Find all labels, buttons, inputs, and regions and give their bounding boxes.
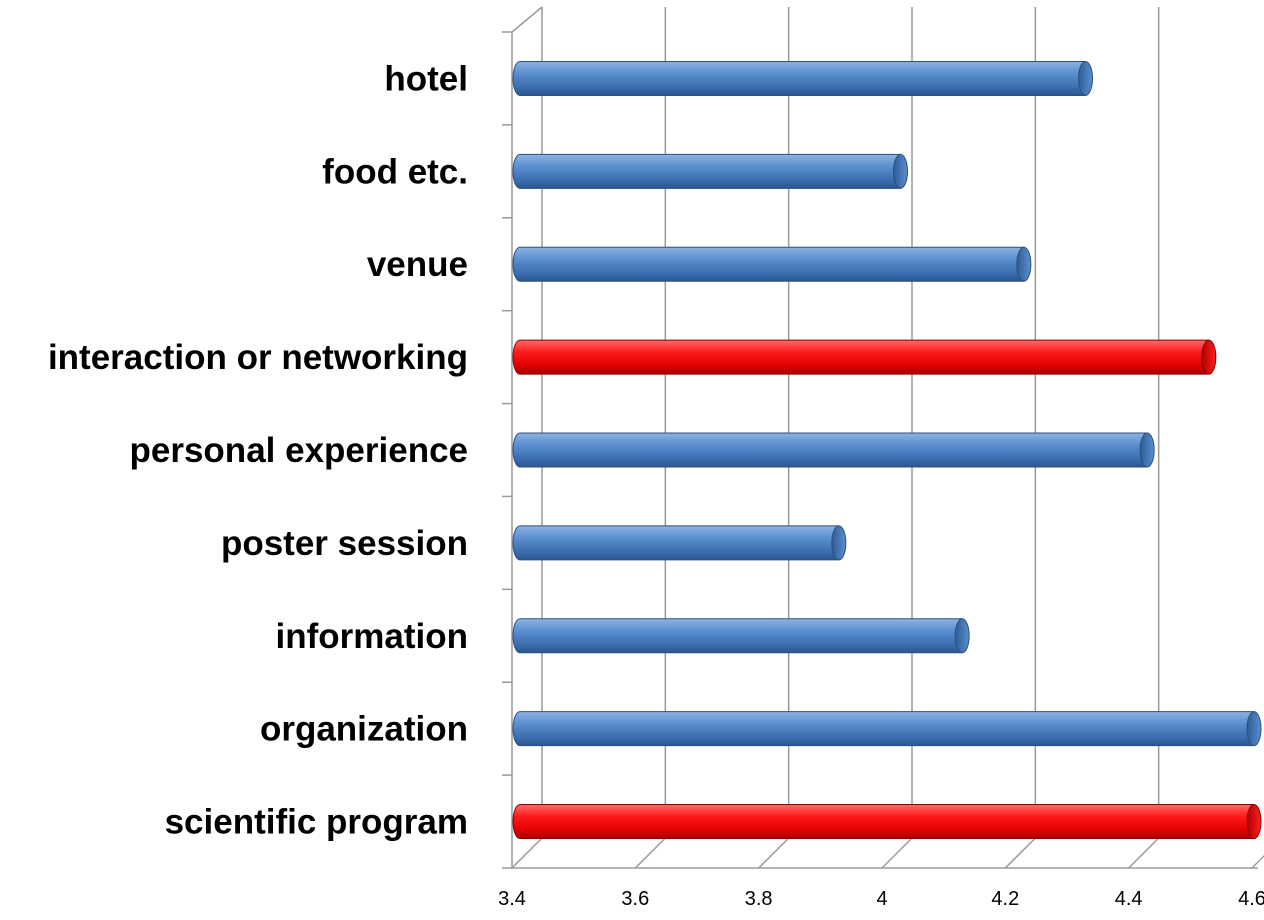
- x-tick-label: 4: [876, 888, 887, 910]
- floor-gridline: [511, 837, 543, 869]
- bar: [512, 432, 1155, 468]
- bar-body: [512, 246, 1025, 282]
- bar: [512, 804, 1262, 840]
- bar-cap: [1016, 246, 1032, 282]
- axes: [502, 6, 1258, 869]
- category-label: food etc.: [322, 152, 468, 191]
- bar-cap: [893, 153, 908, 189]
- x-tick-label: 3.8: [745, 888, 773, 910]
- category-label: hotel: [384, 59, 468, 98]
- category-label: personal experience: [130, 431, 469, 470]
- floor-gridline: [881, 837, 913, 869]
- bar-cap: [954, 618, 970, 654]
- floor-gridline: [1004, 837, 1036, 869]
- bar-body: [512, 153, 901, 189]
- category-label: organization: [260, 710, 468, 749]
- floor-gridline: [1251, 854, 1264, 869]
- bar: [512, 339, 1217, 375]
- bar-cap: [1246, 711, 1262, 747]
- bar-cap: [1201, 339, 1217, 375]
- x-tick-label: 3.6: [621, 888, 649, 910]
- x-tick-labels: 3.4 3.6 3.8 4 4.2 4.4 4.6: [498, 888, 1264, 910]
- bar: [512, 246, 1032, 282]
- category-label: venue: [367, 245, 468, 284]
- bar-body: [512, 60, 1086, 96]
- category-label: poster session: [221, 524, 468, 563]
- bar-body: [512, 618, 963, 654]
- category-labels: scientific program organization informatio…: [48, 59, 468, 841]
- bar-body: [512, 339, 1210, 375]
- grid-lines: [511, 7, 1264, 869]
- bar-cap: [831, 525, 847, 561]
- floor-gridline: [758, 837, 790, 869]
- x-tick-label: 3.4: [498, 888, 526, 910]
- bar: [512, 153, 908, 189]
- bar: [512, 60, 1093, 96]
- x-tick-label: 4.4: [1115, 888, 1143, 910]
- bar-body: [512, 525, 840, 561]
- y-axis-top-diagonal: [511, 6, 543, 33]
- bar: [512, 711, 1262, 747]
- bar-body: [512, 432, 1148, 468]
- floor-gridline: [634, 837, 666, 869]
- bar-cap: [1078, 60, 1093, 96]
- bar: [512, 618, 970, 654]
- bar: [512, 525, 847, 561]
- bar-cap: [1246, 804, 1262, 840]
- x-tick-label: 4.2: [991, 888, 1019, 910]
- category-label: information: [276, 617, 468, 656]
- bar-cap: [1139, 432, 1155, 468]
- bar-body: [512, 804, 1255, 840]
- bars: [512, 60, 1262, 840]
- x-tick-label: 4.6: [1238, 888, 1264, 910]
- bar-body: [512, 711, 1255, 747]
- category-label: interaction or networking: [48, 338, 468, 377]
- category-label: scientific program: [165, 803, 468, 842]
- floor-gridline: [1128, 837, 1160, 869]
